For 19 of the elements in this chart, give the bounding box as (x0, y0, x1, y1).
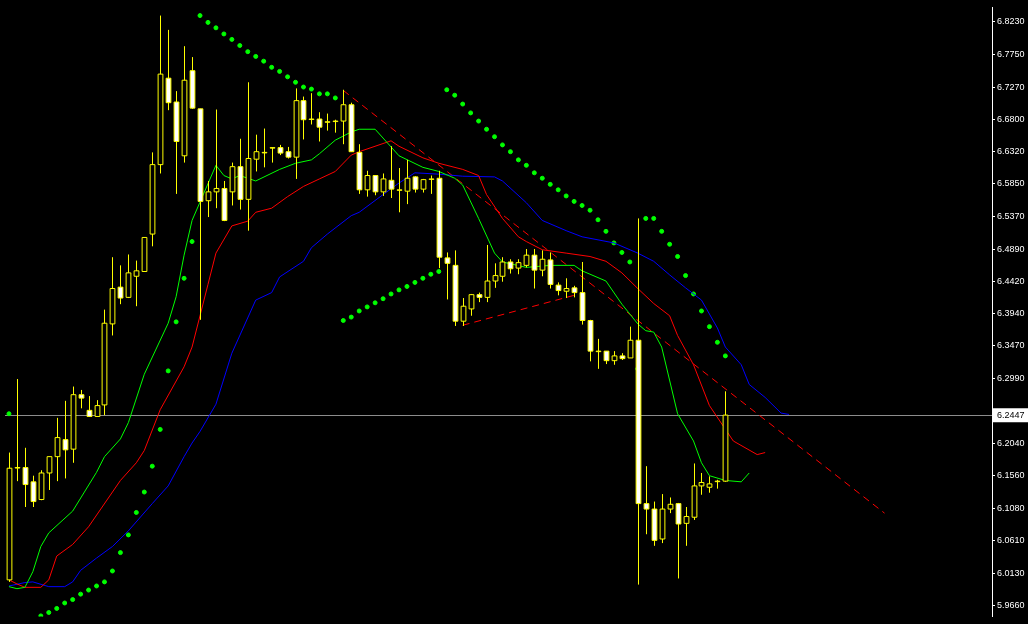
y-tick-label: 6.3470 (997, 340, 1025, 351)
y-tick-label: 6.1080 (997, 502, 1025, 513)
y-tick-label: 6.4420 (997, 275, 1025, 286)
y-tick-label: 6.6800 (997, 113, 1025, 124)
y-tick-label: 6.0130 (997, 567, 1025, 578)
y-tick-label: 6.1560 (997, 470, 1025, 481)
y-tick-label: 6.2040 (997, 437, 1025, 448)
y-tick-label: 6.2990 (997, 372, 1025, 383)
y-tick-label: 5.9660 (997, 599, 1025, 610)
y-tick-label: 6.0610 (997, 534, 1025, 545)
y-tick-label: 6.5850 (997, 178, 1025, 189)
y-tick-label: 6.3940 (997, 308, 1025, 319)
y-tick-label: 6.7750 (997, 48, 1025, 59)
y-tick-label: 6.4890 (997, 243, 1025, 254)
ref-line-label: 6.2447 (997, 409, 1025, 420)
y-tick-label: 6.8230 (997, 16, 1025, 27)
y-tick-label: 6.6320 (997, 146, 1025, 157)
y-tick-label: 6.7270 (997, 81, 1025, 92)
y-tick-label: 6.5370 (997, 210, 1025, 221)
